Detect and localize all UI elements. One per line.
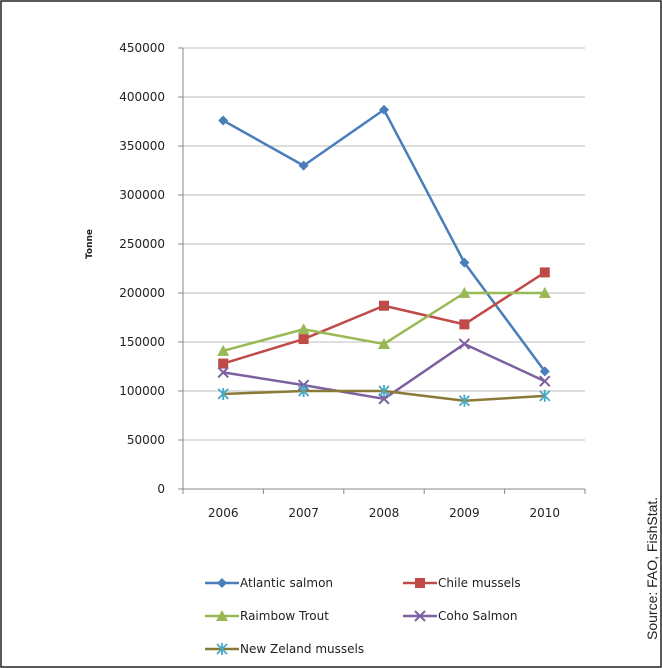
- data-point: [217, 387, 229, 400]
- data-point: [459, 319, 470, 330]
- data-point: [217, 366, 229, 379]
- data-point: [459, 257, 470, 268]
- y-tick-label: 150000: [119, 335, 165, 349]
- y-tick-label: 300000: [119, 188, 165, 202]
- data-point: [378, 385, 390, 397]
- legend-label: Chile mussels: [438, 576, 521, 590]
- data-point: [458, 338, 471, 350]
- data-point: [539, 267, 550, 278]
- data-point: [297, 385, 310, 397]
- source-note: Source: FAO, FishStat.: [644, 496, 660, 640]
- data-point: [538, 287, 551, 298]
- legend-marker: [216, 610, 228, 621]
- data-point: [298, 160, 309, 171]
- data-point: [217, 344, 230, 356]
- legend-label: Coho Salmon: [438, 609, 517, 623]
- x-tick-label: 2006: [208, 506, 239, 520]
- data-point: [218, 115, 229, 126]
- data-point: [539, 389, 551, 402]
- data-point: [458, 287, 471, 298]
- y-tick-label: 50000: [127, 433, 165, 447]
- data-point: [378, 337, 390, 349]
- data-point: [379, 104, 389, 115]
- legend-label: Raimbow Trout: [240, 609, 329, 623]
- y-tick-label: 350000: [119, 139, 165, 153]
- data-point: [298, 334, 309, 345]
- data-point: [539, 366, 550, 377]
- y-tick-label: 200000: [119, 286, 165, 300]
- x-tick-label: 2010: [530, 506, 561, 520]
- y-tick-label: 250000: [119, 237, 165, 251]
- legend-label: Atlantic salmon: [240, 576, 333, 590]
- data-point: [458, 394, 471, 407]
- legend-marker: [216, 643, 228, 655]
- y-tick-label: 0: [157, 482, 165, 496]
- y-tick-label: 450000: [119, 41, 165, 55]
- data-point: [218, 358, 229, 369]
- x-tick-label: 2009: [449, 506, 480, 520]
- y-tick-label: 100000: [119, 384, 165, 398]
- data-point: [297, 323, 310, 335]
- x-tick-label: 2007: [288, 506, 319, 520]
- legend-marker: [414, 610, 426, 622]
- legend-marker: [415, 578, 425, 588]
- legend-label: New Zeland mussels: [240, 642, 364, 656]
- y-tick-label: 400000: [119, 90, 165, 104]
- y-axis-title: Tonne: [85, 229, 95, 259]
- legend-marker: [217, 578, 227, 588]
- x-tick-label: 2008: [369, 506, 400, 520]
- data-point: [539, 375, 551, 387]
- data-point: [379, 300, 389, 311]
